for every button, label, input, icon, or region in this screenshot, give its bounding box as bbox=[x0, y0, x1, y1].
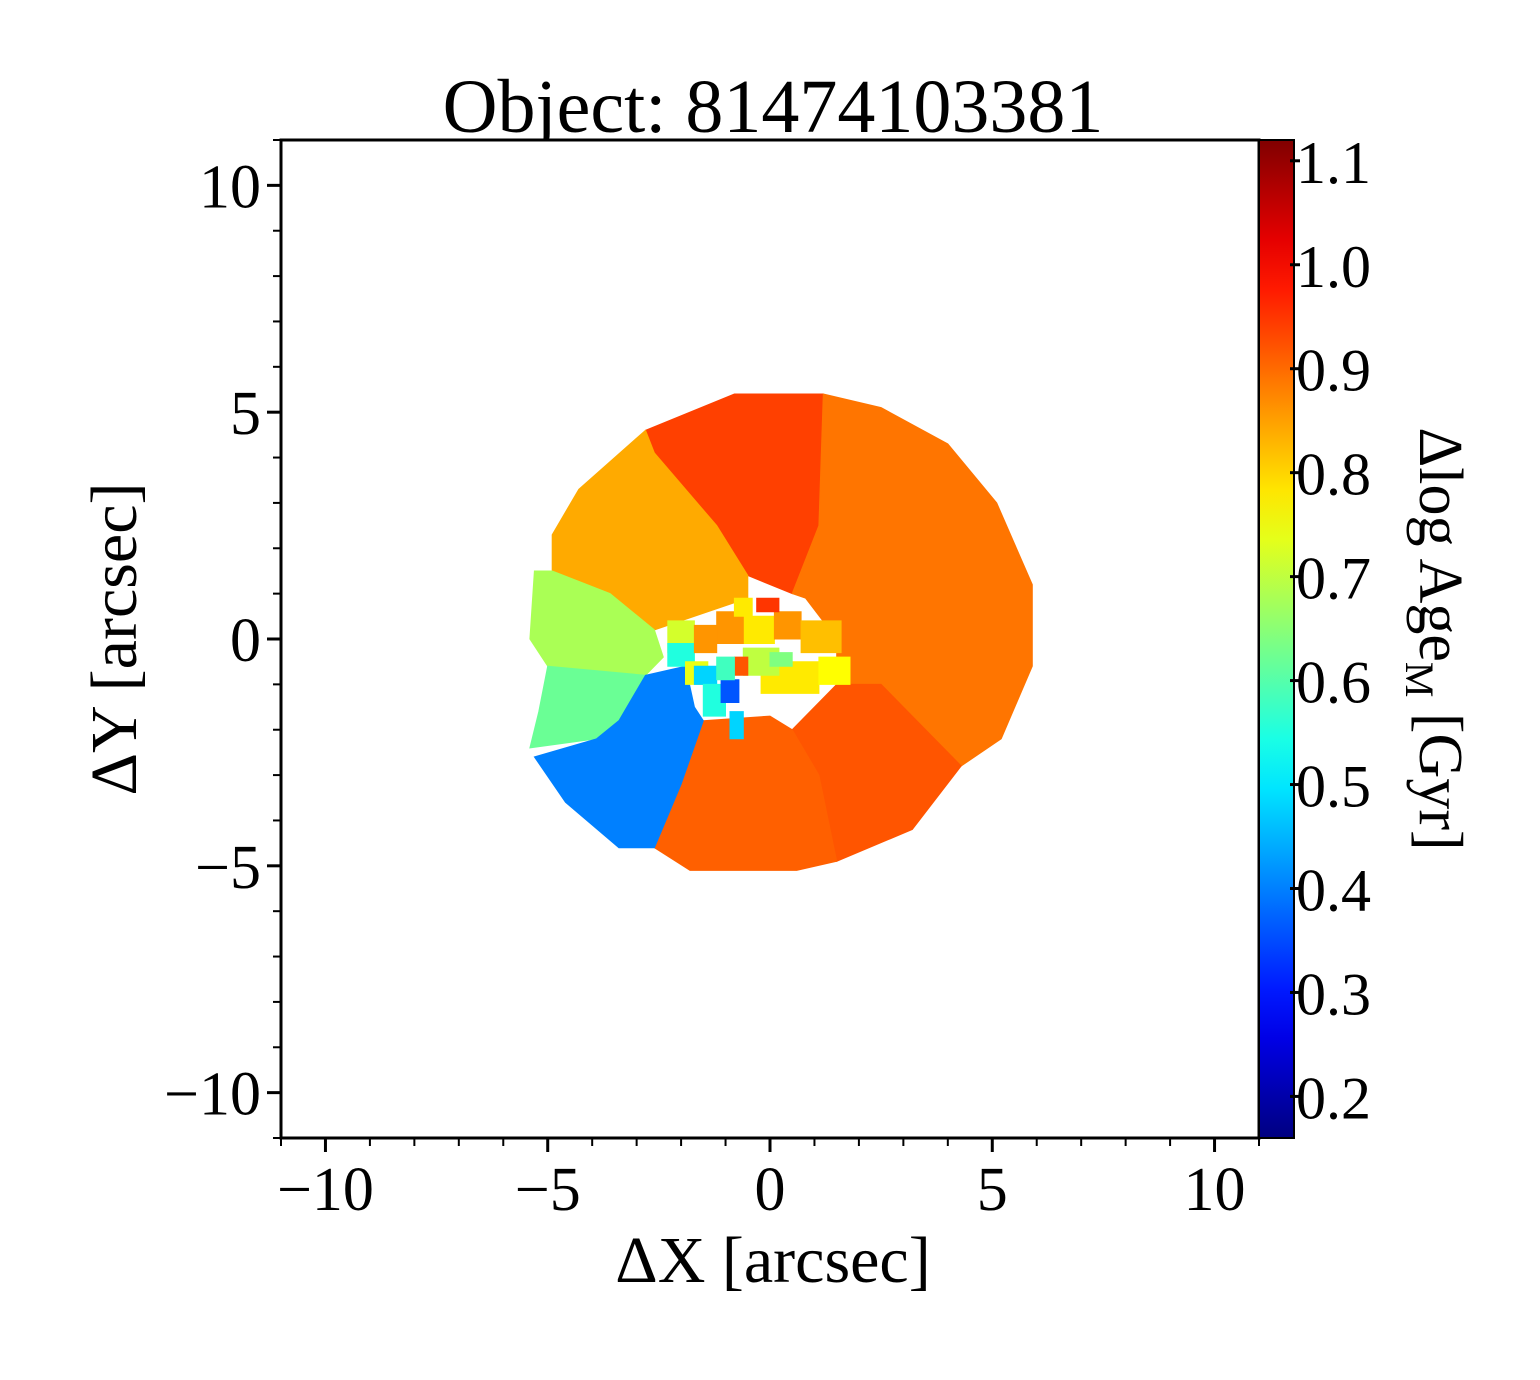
colorbar-label-sub: M bbox=[1397, 662, 1442, 698]
x-tick-label: 5 bbox=[977, 1156, 1008, 1224]
colorbar-tick-label: 0.4 bbox=[1296, 858, 1371, 924]
colorbar-tick-label: 1.0 bbox=[1296, 234, 1371, 300]
colorbar bbox=[1258, 139, 1295, 1139]
y-tick-label: −5 bbox=[195, 834, 261, 902]
region-core-20 bbox=[733, 597, 753, 617]
y-tick-label: 0 bbox=[230, 607, 261, 675]
region-core-5 bbox=[773, 611, 802, 640]
colorbar-tick-label: 0.6 bbox=[1296, 650, 1371, 716]
region-core-12 bbox=[693, 665, 718, 685]
region-south-southwest bbox=[533, 665, 704, 849]
region-core-18 bbox=[769, 652, 793, 667]
y-tick-label: 5 bbox=[230, 380, 261, 448]
x-axis: −10 −5 0 5 10 bbox=[277, 1138, 1260, 1224]
x-tick-label: 0 bbox=[755, 1156, 786, 1224]
region-core-14 bbox=[720, 679, 740, 703]
colorbar-label-unit: [Gyr] bbox=[1406, 697, 1474, 850]
colorbar-axis: 0.2 0.3 0.4 0.5 0.6 0.7 0.8 0.9 1.0 1.1 bbox=[1290, 130, 1371, 1131]
colorbar-tick-label: 1.1 bbox=[1296, 130, 1371, 196]
region-core-10 bbox=[693, 624, 718, 654]
chart-title: Object: 81474103381 bbox=[443, 65, 1104, 149]
region-core-17 bbox=[729, 711, 744, 740]
y-tick-label: 10 bbox=[199, 153, 261, 221]
region-core-19 bbox=[756, 597, 780, 613]
colorbar-tick-label: 0.8 bbox=[1296, 442, 1371, 508]
x-tick-label: −10 bbox=[277, 1156, 374, 1224]
x-axis-label: ΔX [arcsec] bbox=[615, 1224, 930, 1297]
x-tick-label: −5 bbox=[515, 1156, 581, 1224]
region-core-13 bbox=[702, 683, 726, 717]
x-tick-label: 10 bbox=[1184, 1156, 1246, 1224]
colorbar-label-main: Δlog Age bbox=[1406, 427, 1474, 661]
region-core-15 bbox=[733, 656, 749, 676]
age-map bbox=[529, 393, 1033, 871]
colorbar-label: Δlog AgeM [Gyr] bbox=[1397, 427, 1474, 850]
region-core-3 bbox=[818, 656, 851, 685]
region-west bbox=[529, 570, 664, 676]
y-axis: −10 −5 0 5 10 bbox=[164, 139, 281, 1139]
y-tick-label: −10 bbox=[164, 1061, 261, 1129]
region-core-16 bbox=[716, 656, 735, 681]
region-core-6 bbox=[800, 620, 842, 654]
colorbar-tick-label: 0.2 bbox=[1296, 1065, 1371, 1131]
colorbar-tick-label: 0.7 bbox=[1296, 546, 1371, 612]
y-axis-label: ΔY [arcsec] bbox=[78, 483, 151, 796]
colorbar-tick-label: 0.5 bbox=[1296, 754, 1371, 820]
region-core-1 bbox=[742, 615, 775, 644]
colorbar-tick-label: 0.3 bbox=[1296, 961, 1371, 1027]
colorbar-tick-label: 0.9 bbox=[1296, 338, 1371, 404]
